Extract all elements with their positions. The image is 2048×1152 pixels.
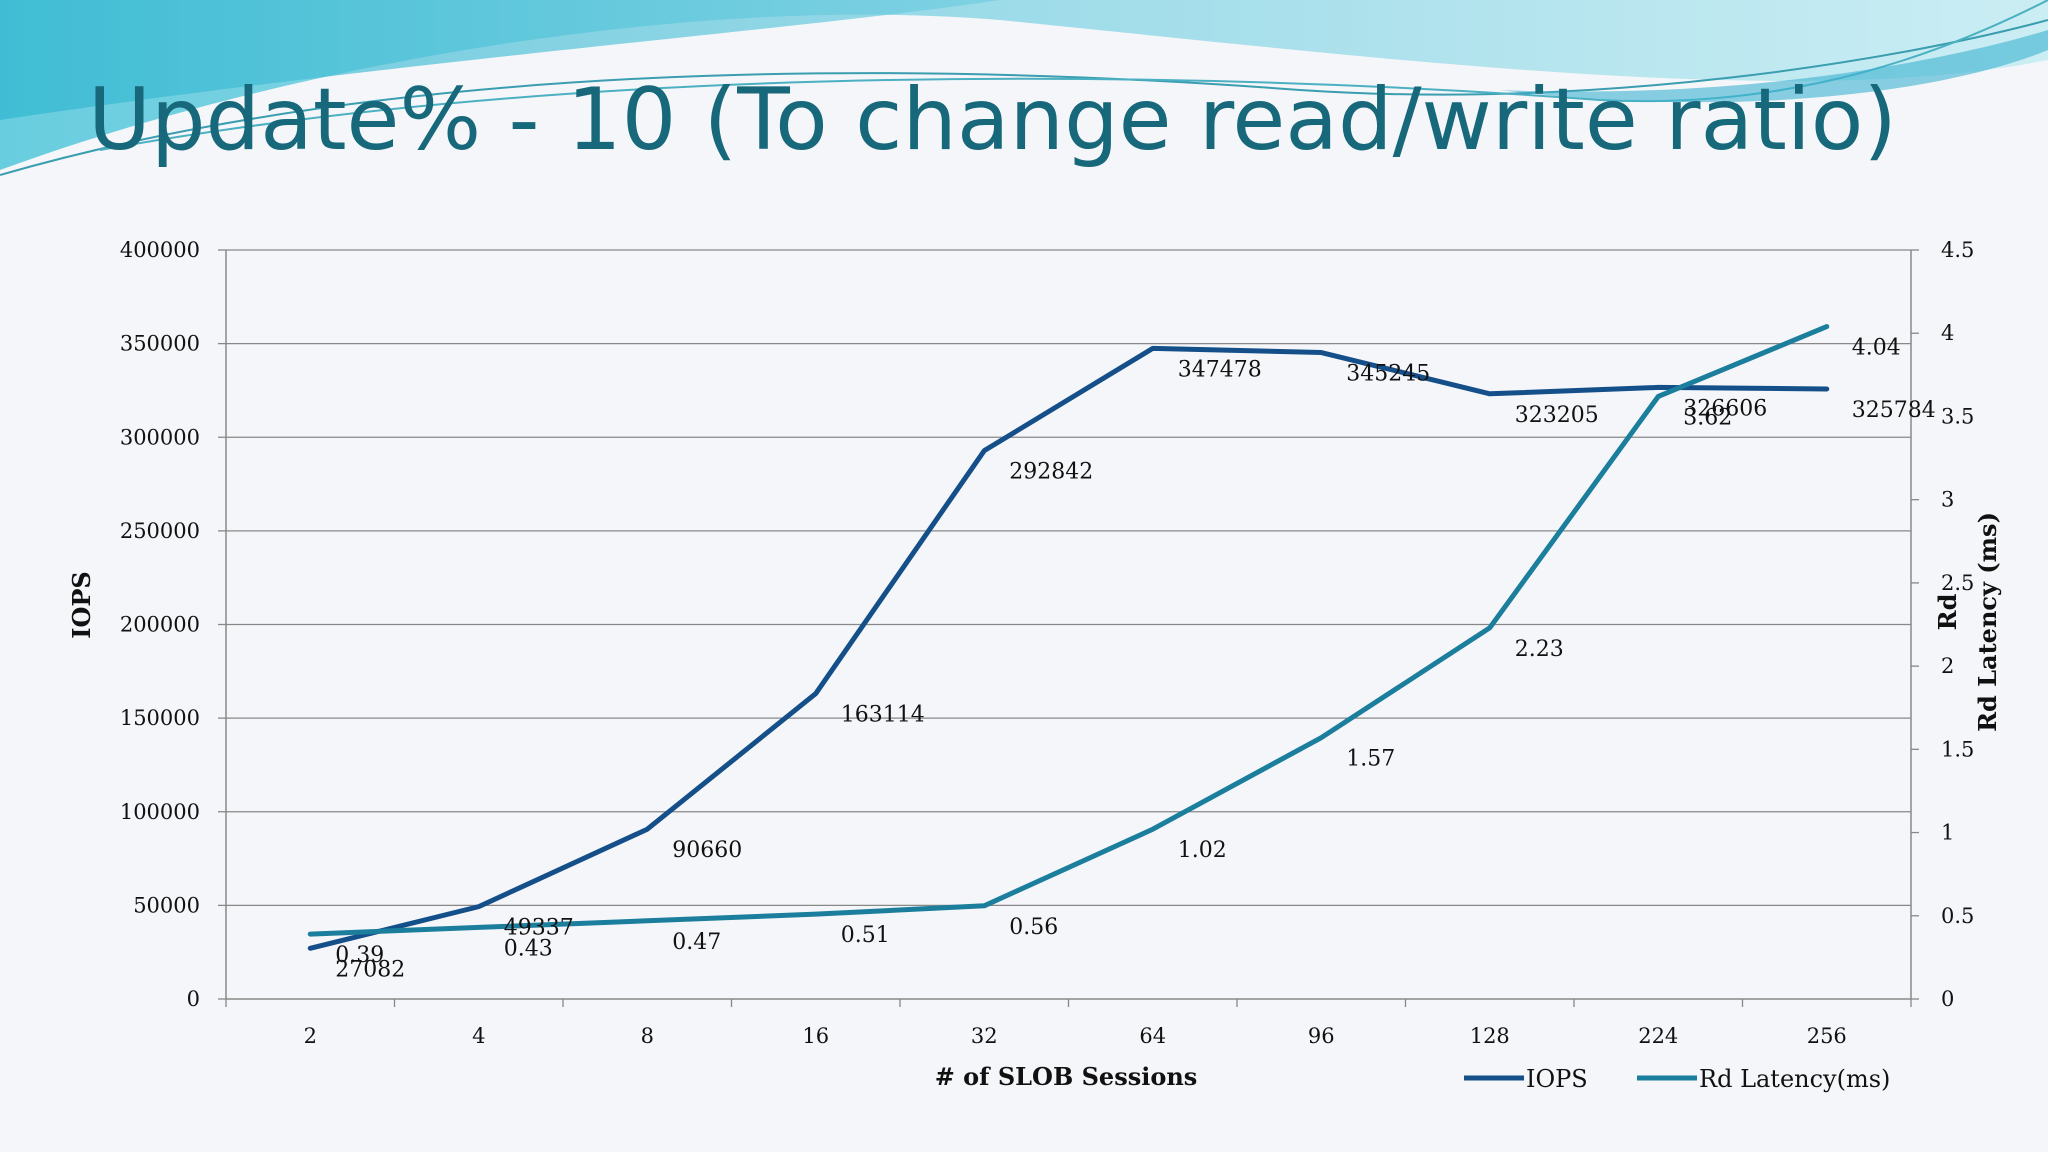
y-axis-title: IOPS (67, 571, 96, 639)
iops-data-label: 326606 (1683, 396, 1767, 421)
legend-label-latency: Rd Latency(ms) (1699, 1065, 1890, 1093)
y2-tick-label: 0.5 (1941, 904, 1974, 928)
iops-data-label: 292842 (1009, 460, 1093, 485)
latency-data-label: 3.62 (1683, 405, 1732, 430)
latency-data-label: 0.39 (335, 943, 384, 968)
iops-data-label: 27082 (335, 957, 405, 982)
y-tick-label: 350000 (120, 332, 200, 356)
series-lines (307, 324, 1830, 951)
iops-data-label: 345245 (1346, 362, 1430, 387)
y2-axis-title-line1: Rd (1933, 593, 1962, 630)
latency-data-label: 0.51 (841, 923, 890, 948)
legend-label-iops: IOPS (1526, 1065, 1588, 1093)
y-tick-label: 300000 (120, 425, 200, 449)
y2-tick-label: 3.5 (1941, 404, 1974, 428)
y-tick-label: 0 (187, 987, 200, 1011)
latency-series-line (307, 324, 1830, 937)
iops-data-label: 90660 (672, 838, 742, 863)
y2-tick-label: 4.5 (1941, 238, 1974, 262)
y2-tick-label: 1.5 (1941, 737, 1974, 761)
x-axis-ticks: 2 4 8 16 32 64 96 128 224 256 (225, 999, 1912, 1048)
x-tick-label: 64 (1139, 1024, 1166, 1048)
y2-axis-title-line2: Rd Latency (ms) (1973, 512, 2002, 732)
x-tick-label: 32 (971, 1024, 998, 1048)
iops-series-line (307, 345, 1830, 951)
y2-tick-label: 0 (1941, 987, 1954, 1011)
y-tick-label: 400000 (120, 238, 200, 262)
iops-data-label: 325784 (1852, 398, 1936, 423)
latency-data-label: 0.43 (504, 936, 553, 961)
y2-tick-label: 2.5 (1941, 571, 1974, 595)
x-tick-label: 2 (304, 1024, 317, 1048)
y-tick-label: 100000 (120, 800, 200, 824)
y2-tick-label: 2 (1941, 654, 1954, 678)
legend: IOPS Rd Latency(ms) (1464, 1065, 1890, 1093)
latency-data-label: 4.04 (1852, 336, 1901, 361)
y2-tick-label: 3 (1941, 488, 1954, 512)
gridlines (226, 249, 1911, 907)
x-tick-label: 224 (1638, 1024, 1678, 1048)
latency-data-label: 2.23 (1515, 637, 1564, 662)
iops-data-label: 49337 (504, 916, 574, 941)
y-tick-label: 250000 (120, 519, 200, 543)
slide-title: Update% - 10 (To change read/write ratio… (88, 70, 1897, 170)
header-wave-banner (0, 0, 2048, 176)
latency-data-label: 0.47 (672, 930, 721, 955)
iops-data-label: 163114 (841, 703, 925, 728)
y-tick-label: 50000 (133, 893, 200, 917)
y2-tick-label: 4 (1941, 321, 1954, 345)
latency-data-label: 0.56 (1009, 915, 1058, 940)
y-tick-label: 200000 (120, 613, 200, 637)
y-axis-ticks: 0 50000 100000 150000 200000 250000 300000 3500… (120, 238, 226, 1011)
latency-data-label: 1.57 (1346, 747, 1395, 772)
x-tick-label: 16 (802, 1024, 829, 1048)
x-tick-label: 8 (641, 1024, 654, 1048)
x-tick-label: 256 (1807, 1024, 1847, 1048)
data-labels: 27082 49337 90660 163114 292842 347478 345245 3… (335, 336, 1935, 983)
y-tick-label: 150000 (120, 706, 200, 730)
x-tick-label: 96 (1308, 1024, 1335, 1048)
iops-data-label: 323205 (1515, 403, 1599, 428)
iops-data-label: 347478 (1178, 357, 1262, 382)
latency-data-label: 1.02 (1178, 838, 1227, 863)
y2-tick-label: 1 (1941, 821, 1954, 845)
y2-axis-ticks: 0 0.5 1 1.5 2 2.5 3 3.5 4 4.5 (1911, 238, 1974, 1011)
x-tick-label: 4 (472, 1024, 485, 1048)
x-tick-label: 128 (1470, 1024, 1510, 1048)
x-axis-title: # of SLOB Sessions (935, 1062, 1198, 1091)
